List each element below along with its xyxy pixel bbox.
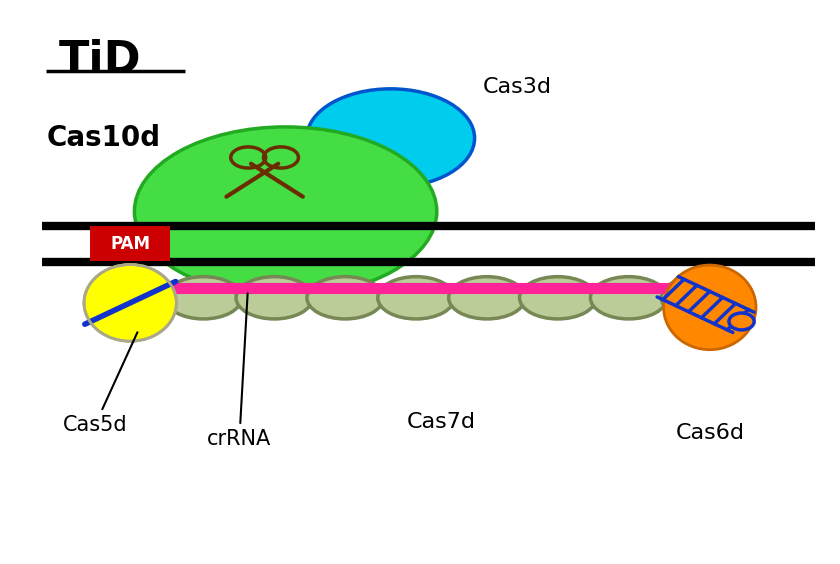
Text: PAM: PAM — [110, 235, 150, 253]
Ellipse shape — [307, 277, 384, 319]
Text: Cas5d: Cas5d — [63, 332, 138, 434]
Ellipse shape — [165, 277, 242, 319]
Ellipse shape — [591, 277, 667, 319]
Ellipse shape — [519, 277, 596, 319]
Text: Cas6d: Cas6d — [675, 423, 744, 443]
Ellipse shape — [378, 277, 454, 319]
Ellipse shape — [307, 89, 475, 187]
Text: Cas10d: Cas10d — [46, 124, 160, 152]
Ellipse shape — [84, 265, 176, 341]
Ellipse shape — [661, 277, 738, 319]
Text: Cas3d: Cas3d — [483, 77, 552, 98]
Text: Cas7d: Cas7d — [407, 412, 475, 431]
Text: crRNA: crRNA — [207, 293, 271, 448]
Ellipse shape — [134, 127, 437, 296]
Ellipse shape — [449, 277, 525, 319]
Text: TiD: TiD — [59, 39, 141, 82]
Ellipse shape — [236, 277, 312, 319]
Ellipse shape — [664, 265, 756, 350]
Bar — [91, 226, 171, 261]
Ellipse shape — [729, 313, 754, 330]
